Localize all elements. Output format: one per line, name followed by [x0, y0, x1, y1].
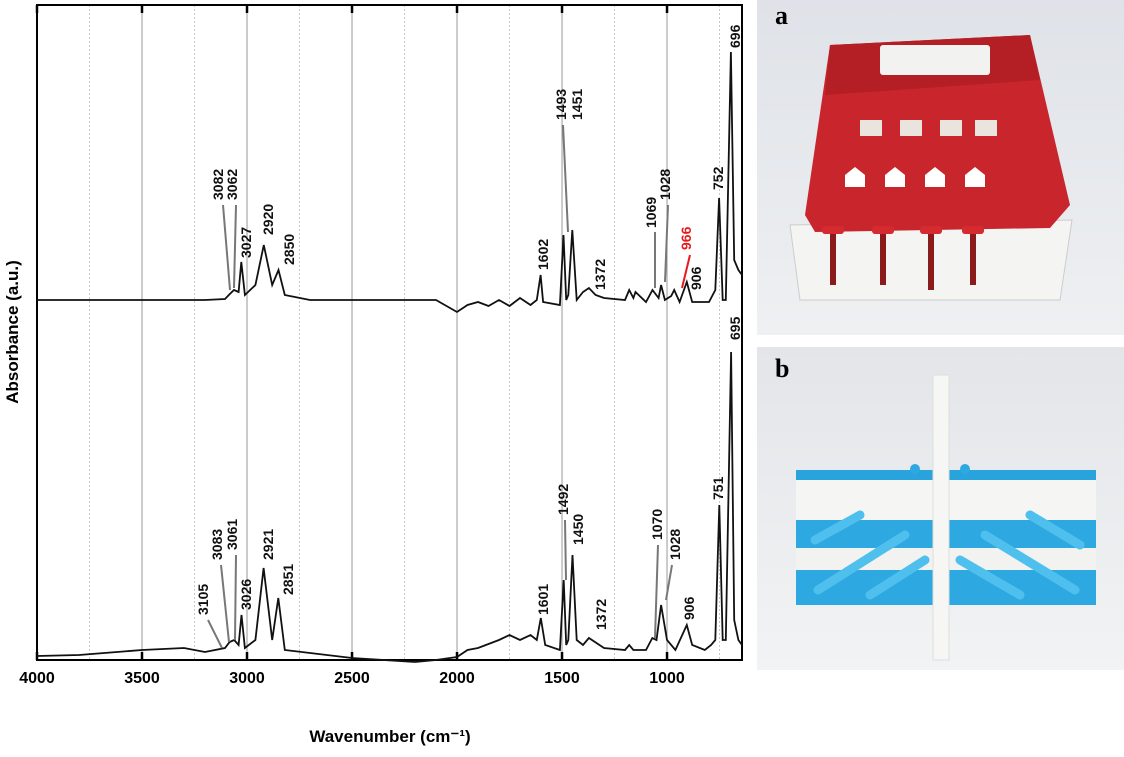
peak-label: 966	[678, 226, 694, 250]
leader-line	[681, 254, 691, 289]
peak-label: 751	[710, 476, 726, 500]
peak-label: 1028	[667, 529, 683, 560]
peak-label: 2920	[260, 204, 276, 235]
panel-label: b	[775, 354, 789, 383]
peak-label: 1028	[657, 169, 673, 200]
peak-label: 2921	[260, 529, 276, 560]
peak-label: 3061	[224, 519, 240, 550]
peak-label: 1492	[555, 484, 571, 515]
spectrum-line	[37, 51, 743, 314]
peak-label: 3082	[210, 169, 226, 200]
peak-label: 1451	[569, 89, 585, 120]
peak-label: 695	[727, 316, 743, 340]
x-tick-label: 3500	[124, 670, 160, 687]
peak-label: 3083	[209, 529, 225, 560]
peak-label: 1372	[592, 259, 608, 290]
x-tick-label: 1000	[649, 670, 685, 687]
photo-b: b	[757, 347, 1124, 670]
leader-line	[222, 204, 231, 291]
leader-line	[207, 619, 223, 649]
peak-label: 2850	[281, 234, 297, 265]
peak-label: 752	[710, 166, 726, 190]
leader-line	[654, 544, 659, 639]
peak-label: 1493	[553, 89, 569, 120]
x-axis-label: Wavenumber (cm⁻¹)	[309, 727, 470, 746]
peak-label: 1602	[535, 239, 551, 270]
x-tick-label: 1500	[544, 670, 580, 687]
leader-line	[564, 519, 567, 581]
x-tick-label: 2000	[439, 670, 475, 687]
x-tick-label: 3000	[229, 670, 265, 687]
peak-label: 1601	[535, 584, 551, 615]
y-axis-label: Absorbance (a.u.)	[3, 260, 22, 404]
panel-label: a	[775, 1, 788, 30]
leader-line	[562, 124, 569, 233]
x-tick-label: 4000	[19, 670, 55, 687]
spectrum-line	[36, 351, 743, 663]
peak-label: 906	[681, 596, 697, 620]
plot-frame	[36, 4, 743, 661]
peak-label: 1070	[649, 509, 665, 540]
leader-line	[665, 564, 673, 601]
leader-line	[233, 204, 237, 289]
peak-label: 3105	[195, 584, 211, 615]
peak-label: 1069	[643, 197, 659, 228]
leader-line	[664, 204, 669, 283]
leader-line	[234, 554, 237, 641]
peak-label: 3062	[224, 169, 240, 200]
peak-label: 906	[688, 266, 704, 290]
peak-label: 1450	[570, 514, 586, 545]
photo-a: a	[757, 0, 1124, 335]
leader-line	[220, 564, 230, 643]
peak-label: 3026	[238, 579, 254, 610]
peak-label: 3027	[238, 227, 254, 258]
peak-label: 2851	[280, 564, 296, 595]
x-tick-label: 2500	[334, 670, 370, 687]
peak-label: 696	[727, 24, 743, 48]
peak-label: 1372	[593, 599, 609, 630]
